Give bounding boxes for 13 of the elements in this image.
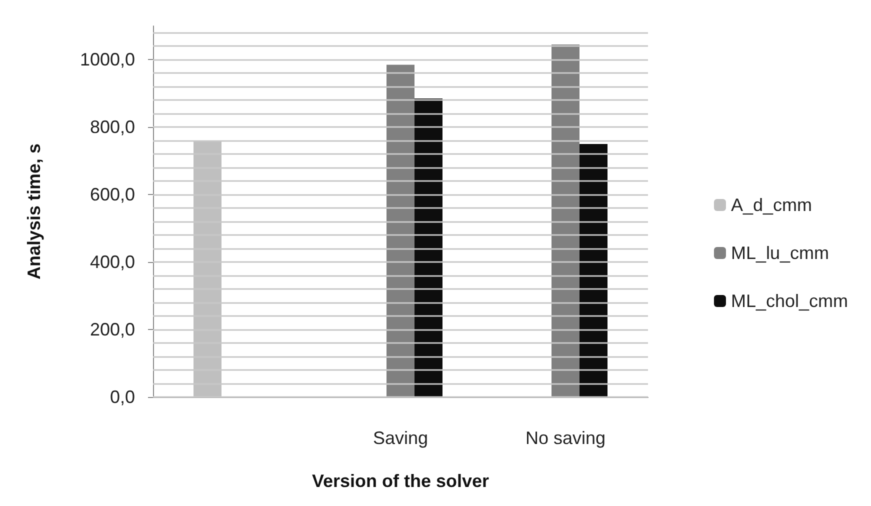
x-tick-label: Saving: [372, 428, 428, 448]
y-tick-label: 0,0: [110, 387, 135, 407]
legend-label: ML_chol_cmm: [730, 291, 848, 311]
y-tick-label: 1000,0: [80, 50, 135, 70]
y-tick-label: 800,0: [90, 117, 135, 138]
y-tick-label: 600,0: [90, 184, 135, 205]
legend-label: ML_lu_cmm: [730, 243, 829, 263]
y-tick-label: 400,0: [90, 252, 135, 272]
x-axis-title: Version of the solver: [312, 471, 490, 491]
y-axis-title: Analysis time, s: [24, 143, 44, 280]
legend-label: A_d_cmm: [730, 195, 812, 215]
x-tick-label: No saving: [525, 428, 606, 448]
y-tick-label: 200,0: [90, 320, 135, 340]
